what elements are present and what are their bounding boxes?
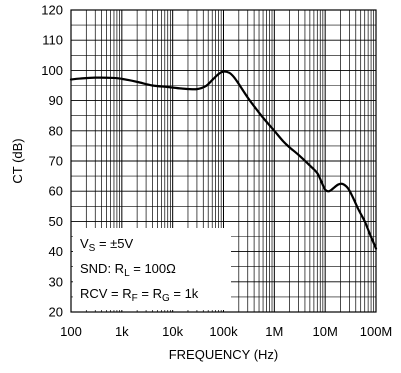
y-tick-label: 100 (41, 63, 63, 78)
y-tick-label: 30 (49, 274, 63, 289)
y-tick-labels: 20 30 40 50 60 70 80 90 100 110 120 (41, 3, 63, 320)
annotation-line-3: RCV = RF = RG = 1k (80, 286, 199, 304)
y-tick-label: 40 (49, 244, 63, 259)
x-tick-label: 100 (60, 324, 82, 339)
x-tick-label: 10M (313, 324, 338, 339)
annotation-line-1: VS = ±5V (80, 236, 134, 254)
y-tick-label: 70 (49, 154, 63, 169)
y-tick-label: 90 (49, 93, 63, 108)
x-tick-label: 1M (265, 324, 283, 339)
x-tick-labels: 100 1k 10k 100k 1M 10M 100M (60, 324, 392, 339)
series-line (69, 70, 378, 250)
plot-frame (70, 9, 377, 313)
x-axis-label: FREQUENCY (Hz) (169, 347, 279, 362)
x-tick-label: 100k (209, 324, 238, 339)
x-tick-label: 100M (360, 324, 393, 339)
y-tick-label: 110 (42, 33, 63, 48)
y-axis-label: CT (dB) (10, 138, 25, 183)
y-tick-label: 20 (49, 305, 63, 320)
y-tick-label: 60 (49, 184, 63, 199)
y-tick-label: 120 (41, 3, 63, 18)
y-tick-label: 50 (49, 214, 63, 229)
annotation-line-2: SND: RL = 100Ω (80, 261, 176, 279)
x-tick-label: 1k (115, 324, 129, 339)
y-tick-label: 80 (49, 123, 63, 138)
conditions-box: VS = ±5V SND: RL = 100Ω RCV = RF = RG = … (73, 228, 231, 310)
x-tick-label: 10k (162, 324, 183, 339)
